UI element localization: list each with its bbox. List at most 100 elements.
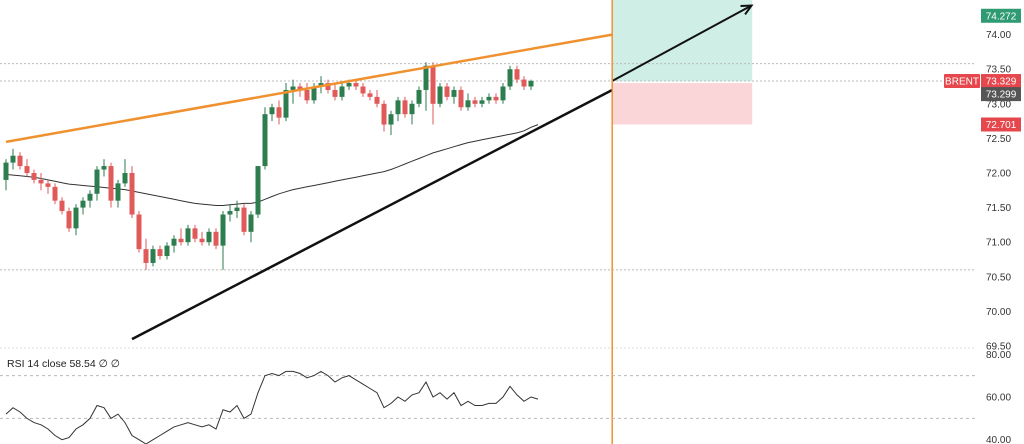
stop-zone <box>612 83 753 125</box>
rsi-axis-tick: 80.00 <box>986 350 1011 361</box>
price-tag-label: 72.701 <box>986 120 1017 131</box>
lower-trendline[interactable] <box>131 88 613 341</box>
symbol-badge[interactable] <box>944 74 980 89</box>
candle-body <box>213 231 219 246</box>
candle-body <box>304 89 310 101</box>
candle-body <box>66 211 72 229</box>
candle-body <box>241 207 247 232</box>
price-axis-tick: 74.00 <box>986 30 1011 41</box>
price-tag-label: 74.272 <box>986 11 1017 22</box>
candle-body <box>220 214 226 246</box>
candle-body <box>332 89 338 97</box>
rsi-line <box>5 370 539 444</box>
price-tag-label: 73.329 <box>986 77 1017 88</box>
candle-body <box>507 69 513 87</box>
candle-body <box>318 83 324 87</box>
candle-body <box>409 103 415 115</box>
candle-body <box>388 114 394 125</box>
projection-arrow-line[interactable] <box>611 4 752 82</box>
candle-body <box>255 166 261 215</box>
candle-body <box>108 166 114 201</box>
candle-body <box>472 100 478 104</box>
candle-body <box>465 100 471 108</box>
candle-body <box>283 89 289 118</box>
candle-body <box>3 162 9 180</box>
candle-body <box>458 89 464 108</box>
candle-body <box>31 173 37 180</box>
candle-body <box>528 80 534 87</box>
price-axis-tick: 72.00 <box>986 169 1011 180</box>
rsi-current-value: 58.54 <box>69 358 98 370</box>
candle-body <box>381 103 387 125</box>
price-tag <box>981 117 1021 132</box>
candle-body <box>402 100 408 115</box>
candle-body <box>199 238 205 243</box>
candle-body <box>115 183 121 201</box>
candle-body <box>17 155 23 167</box>
candle-body <box>171 238 177 246</box>
candle-body <box>122 173 128 184</box>
candle-body <box>444 86 450 97</box>
price-tag-label: 73.299 <box>986 90 1017 101</box>
candle-body <box>493 96 499 101</box>
candle-body <box>143 249 149 263</box>
rsi-title-text: RSI 14 close <box>7 358 69 370</box>
arrow-head-icon <box>740 4 754 16</box>
candle-body <box>38 179 44 184</box>
price-axis-tick: 73.50 <box>986 65 1011 76</box>
candle-body <box>206 231 212 243</box>
price-tag <box>981 8 1021 23</box>
candle-body <box>45 183 51 187</box>
candle-body <box>311 86 317 101</box>
candle-body <box>80 200 86 208</box>
candle-body <box>150 249 156 263</box>
candle-body <box>269 107 275 115</box>
candle-body <box>423 65 429 90</box>
candle-body <box>367 93 373 97</box>
candle-body <box>290 86 296 90</box>
price-axis-tick: 69.50 <box>986 342 1011 353</box>
candle-body <box>479 100 485 104</box>
candle-body <box>59 200 65 212</box>
upper-trendline[interactable] <box>5 33 613 144</box>
candle-body <box>339 86 345 97</box>
candle-body <box>178 238 184 243</box>
candle-body <box>262 114 268 167</box>
candle-body <box>325 83 331 90</box>
candle-body <box>297 86 303 90</box>
candle-body <box>276 107 282 118</box>
candle-body <box>514 69 520 80</box>
price-axis-tick: 70.00 <box>986 307 1011 318</box>
price-axis-tick: 71.00 <box>986 238 1011 249</box>
candle-body <box>521 79 527 87</box>
price-axis-tick: 73.00 <box>986 99 1011 110</box>
candle-body <box>395 100 401 115</box>
candle-body <box>164 245 170 257</box>
price-axis-tick: 72.50 <box>986 134 1011 145</box>
candle-body <box>353 83 359 87</box>
candle-body <box>360 86 366 94</box>
candle-body <box>192 228 198 239</box>
rsi-axis-tick: 60.00 <box>986 393 1011 404</box>
symbol-label: BRENT <box>945 77 979 88</box>
candle-body <box>157 249 163 257</box>
candle-body <box>94 169 100 194</box>
rsi-extra-symbols: ∅ ∅ <box>99 358 120 370</box>
moving-average-line <box>5 124 539 206</box>
candle-body <box>437 86 443 104</box>
candle-body <box>52 186 58 201</box>
rsi-pane[interactable]: 80.00 60.00 40.00 RSI 14 close 58.54 ∅ ∅ <box>0 350 1011 444</box>
candle-body <box>500 86 506 101</box>
candle-body <box>101 166 107 170</box>
rsi-title: RSI 14 close 58.54 ∅ ∅ <box>7 358 120 370</box>
price-tag <box>981 87 1021 102</box>
candle-body <box>416 89 422 104</box>
candle-body <box>73 207 79 229</box>
price-axis-tick: 71.50 <box>986 203 1011 214</box>
candle-body <box>234 207 240 212</box>
candle-body <box>24 166 30 173</box>
candle-body <box>10 155 16 163</box>
